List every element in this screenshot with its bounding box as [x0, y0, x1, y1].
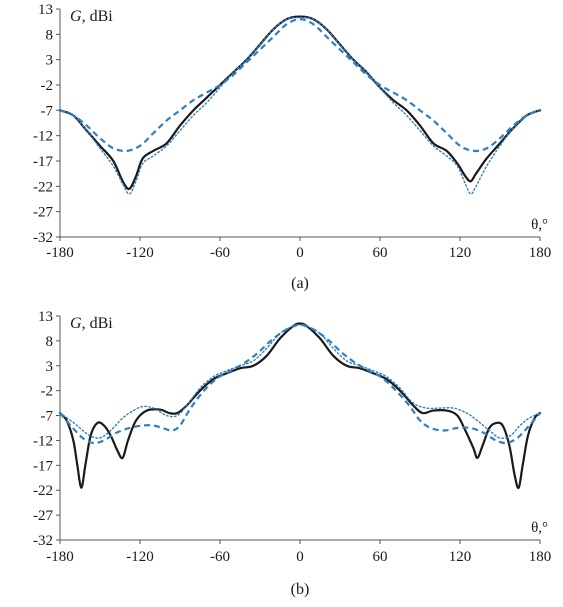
series-line-dotted [59, 16, 541, 195]
series-line-solid [58, 15, 542, 191]
x-tick-label: 180 [529, 245, 552, 261]
panel-b: 13 8 3 -2 -7 -12 -17 -22 -27 -32-180 -120 -60 0 60 120… [33, 309, 551, 598]
series-line-solid [58, 322, 542, 490]
x-tick-label: 180 [529, 549, 552, 565]
x-tick-label: -120 [126, 245, 154, 261]
y-tick-label: -2 [41, 78, 54, 94]
y-tick-label: 13 [38, 2, 53, 18]
y-axis-label: G, dBi [70, 315, 113, 332]
x-tick-label: -60 [210, 549, 230, 565]
panel-caption: (a) [291, 275, 309, 292]
x-tick-label: 0 [296, 549, 304, 565]
panel-a: 13 8 3 -2 -7 -12 -17 -22 -27 -32-180 -120 -60 0 60 120… [33, 2, 551, 292]
x-axis-label: θ,° [531, 520, 548, 536]
x-tick-label: -180 [46, 245, 74, 261]
y-axis-label-var: G [70, 315, 82, 332]
series-line-dashed [59, 18, 541, 153]
y-tick-label: -27 [33, 205, 53, 221]
x-tick-label: -180 [46, 549, 74, 565]
series-line-dashed [59, 323, 541, 445]
x-tick-label: 120 [449, 549, 472, 565]
x-axis-label: θ,° [531, 217, 548, 233]
y-tick-label: -32 [33, 533, 53, 549]
y-tick-label: -7 [41, 103, 54, 119]
y-tick-label: -17 [33, 458, 53, 474]
y-axis-label-var: G [70, 8, 82, 25]
x-tick-label: 60 [373, 245, 388, 261]
y-tick-label: 8 [46, 27, 54, 43]
y-axis-label-unit: , dBi [82, 8, 114, 25]
y-tick-label: -12 [33, 129, 53, 145]
y-tick-label: -2 [41, 384, 54, 400]
y-tick-label: -17 [33, 154, 53, 170]
y-axis-label: G, dBi [70, 8, 113, 25]
y-tick-label: -7 [41, 409, 54, 425]
y-tick-label: -27 [33, 508, 53, 524]
x-tick-label: -120 [126, 549, 154, 565]
series-line-dotted [59, 324, 541, 439]
y-tick-label: -22 [33, 483, 53, 499]
x-tick-label: -60 [210, 245, 230, 261]
y-tick-label: -12 [33, 433, 53, 449]
y-tick-label: -22 [33, 179, 53, 195]
y-tick-label: -32 [33, 230, 53, 246]
y-axis-label-unit: , dBi [82, 315, 114, 332]
x-tick-label: 60 [373, 549, 388, 565]
panel-caption: (b) [291, 581, 310, 598]
y-tick-label: 13 [38, 309, 53, 325]
y-tick-label: 3 [46, 53, 54, 69]
y-tick-label: 8 [46, 334, 54, 350]
y-tick-label: 3 [46, 359, 54, 375]
x-tick-label: 0 [296, 245, 304, 261]
x-tick-label: 120 [449, 245, 472, 261]
